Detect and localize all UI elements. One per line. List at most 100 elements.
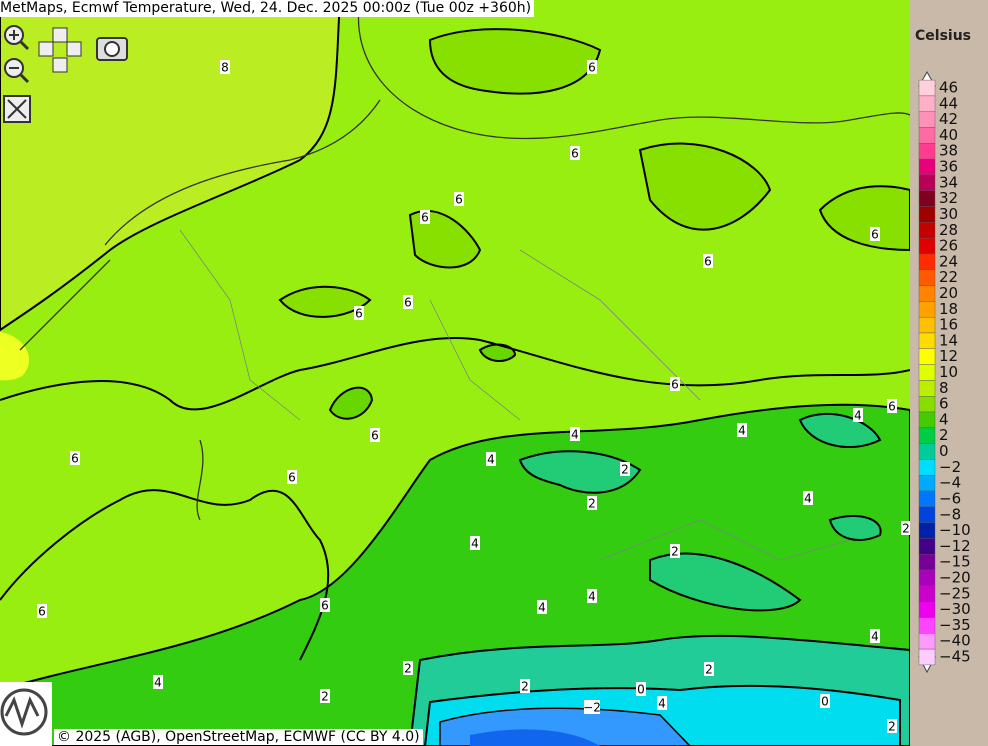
cool-zone (278, 28, 910, 318)
legend-swatch (918, 253, 936, 270)
legend-swatch (918, 617, 936, 634)
contour-label-bg (220, 60, 230, 74)
contour-label: 4 (871, 630, 879, 644)
logo (0, 682, 52, 746)
contour-label-bg (570, 427, 580, 441)
contour-label-bg (420, 210, 430, 224)
contour-label: 6 (421, 211, 429, 225)
legend-swatch (918, 569, 936, 587)
contour-label: 4 (487, 453, 495, 467)
contour-label-bg (887, 719, 897, 733)
legend-label: 6 (939, 395, 949, 413)
legend-label: −6 (939, 489, 961, 507)
legend-swatch (918, 522, 936, 539)
contour-label-bg (37, 604, 47, 618)
legend-label: 0 (939, 442, 949, 460)
contour-label: 6 (355, 307, 363, 321)
contour-label: 4 (154, 676, 162, 690)
contour-label-bg (486, 452, 496, 466)
border (179, 229, 851, 561)
contour-label-bg (853, 408, 863, 422)
contour-label-bg (657, 696, 667, 710)
contour-label-bg (704, 662, 714, 676)
contour-label: 6 (371, 429, 379, 443)
contour-label-bg (670, 377, 680, 391)
contour-label-bg (153, 675, 163, 689)
legend-swatch (918, 648, 936, 666)
contour-label: −2 (583, 701, 601, 715)
contour-label: 0 (821, 695, 829, 709)
legend-swatch (918, 633, 936, 650)
contour-label-bg (354, 306, 364, 320)
contour-label: 6 (321, 599, 329, 613)
contour-label: 6 (588, 61, 596, 75)
legend-label: −45 (939, 648, 971, 666)
legend-swatch (918, 127, 936, 144)
legend-label: 18 (939, 300, 958, 318)
legend-swatch (918, 237, 936, 255)
contour-label: 4 (588, 590, 596, 604)
contour-label-bg (570, 146, 580, 160)
legend-label: 10 (939, 363, 958, 381)
contour-label: 2 (621, 463, 629, 477)
coastline (19, 0, 910, 521)
contour-label: 2 (705, 663, 713, 677)
contour-label: 6 (404, 296, 412, 310)
contour-label: 4 (854, 409, 862, 423)
legend-swatch (918, 475, 936, 492)
contour-label-bg (587, 589, 597, 603)
legend-label: 36 (939, 158, 958, 176)
copyright: © 2025 (AGB), OpenStreetMap, ECMWF (CC B… (54, 729, 423, 745)
screenshot[interactable] (96, 37, 128, 61)
contour-label: 6 (288, 471, 296, 485)
legend-label: −25 (939, 584, 971, 602)
legend-swatch (918, 190, 936, 207)
legend-unit: Celsius (915, 28, 971, 44)
zoom-out[interactable] (4, 58, 30, 84)
cool-blob (328, 343, 517, 420)
contour-label: 4 (471, 537, 479, 551)
legend-swatch (918, 222, 936, 239)
contour-label-bg (584, 700, 600, 714)
contour-label: 4 (658, 697, 666, 711)
contour-label: 4 (804, 492, 812, 506)
legend-swatch (918, 79, 936, 97)
contour-label: 6 (71, 452, 79, 466)
legend-swatch (918, 174, 936, 191)
contour-label: 2 (404, 662, 412, 676)
contour-label: 0 (637, 683, 645, 697)
warm-blob (0, 332, 30, 381)
legend-swatch (918, 269, 936, 286)
pan[interactable] (38, 27, 82, 73)
legend-label: 24 (939, 252, 958, 270)
legend-swatch (918, 348, 936, 365)
legend-label: −8 (939, 505, 961, 523)
zoom-in[interactable] (4, 25, 30, 51)
contour-label-bg (820, 694, 830, 708)
contour-label-bg (320, 689, 330, 703)
contour-label-bg (470, 536, 480, 550)
legend-label: 40 (939, 126, 958, 144)
contour-label: 2 (521, 680, 529, 694)
contour-label-bg (887, 399, 897, 413)
contour-label-bg (403, 661, 413, 675)
legend-label: −12 (939, 537, 971, 555)
legend-swatch (918, 554, 936, 571)
map-title: MetMaps, Ecmwf Temperature, Wed, 24. Dec… (0, 0, 535, 17)
contour-label: 2 (321, 690, 329, 704)
legend-swatch (918, 316, 936, 334)
contour-label: 2 (588, 497, 596, 511)
contour-label: 6 (671, 378, 679, 392)
contour-line (0, 489, 330, 661)
fullscreen[interactable] (3, 95, 31, 123)
legend-label: 42 (939, 110, 958, 128)
legend-swatch (918, 301, 936, 318)
legend-swatch (918, 411, 936, 429)
contour-label: 6 (455, 193, 463, 207)
contour-label-bg (703, 254, 713, 268)
legend-label: 46 (939, 79, 958, 97)
legend-label: 14 (939, 331, 958, 349)
legend-swatch (918, 285, 936, 302)
